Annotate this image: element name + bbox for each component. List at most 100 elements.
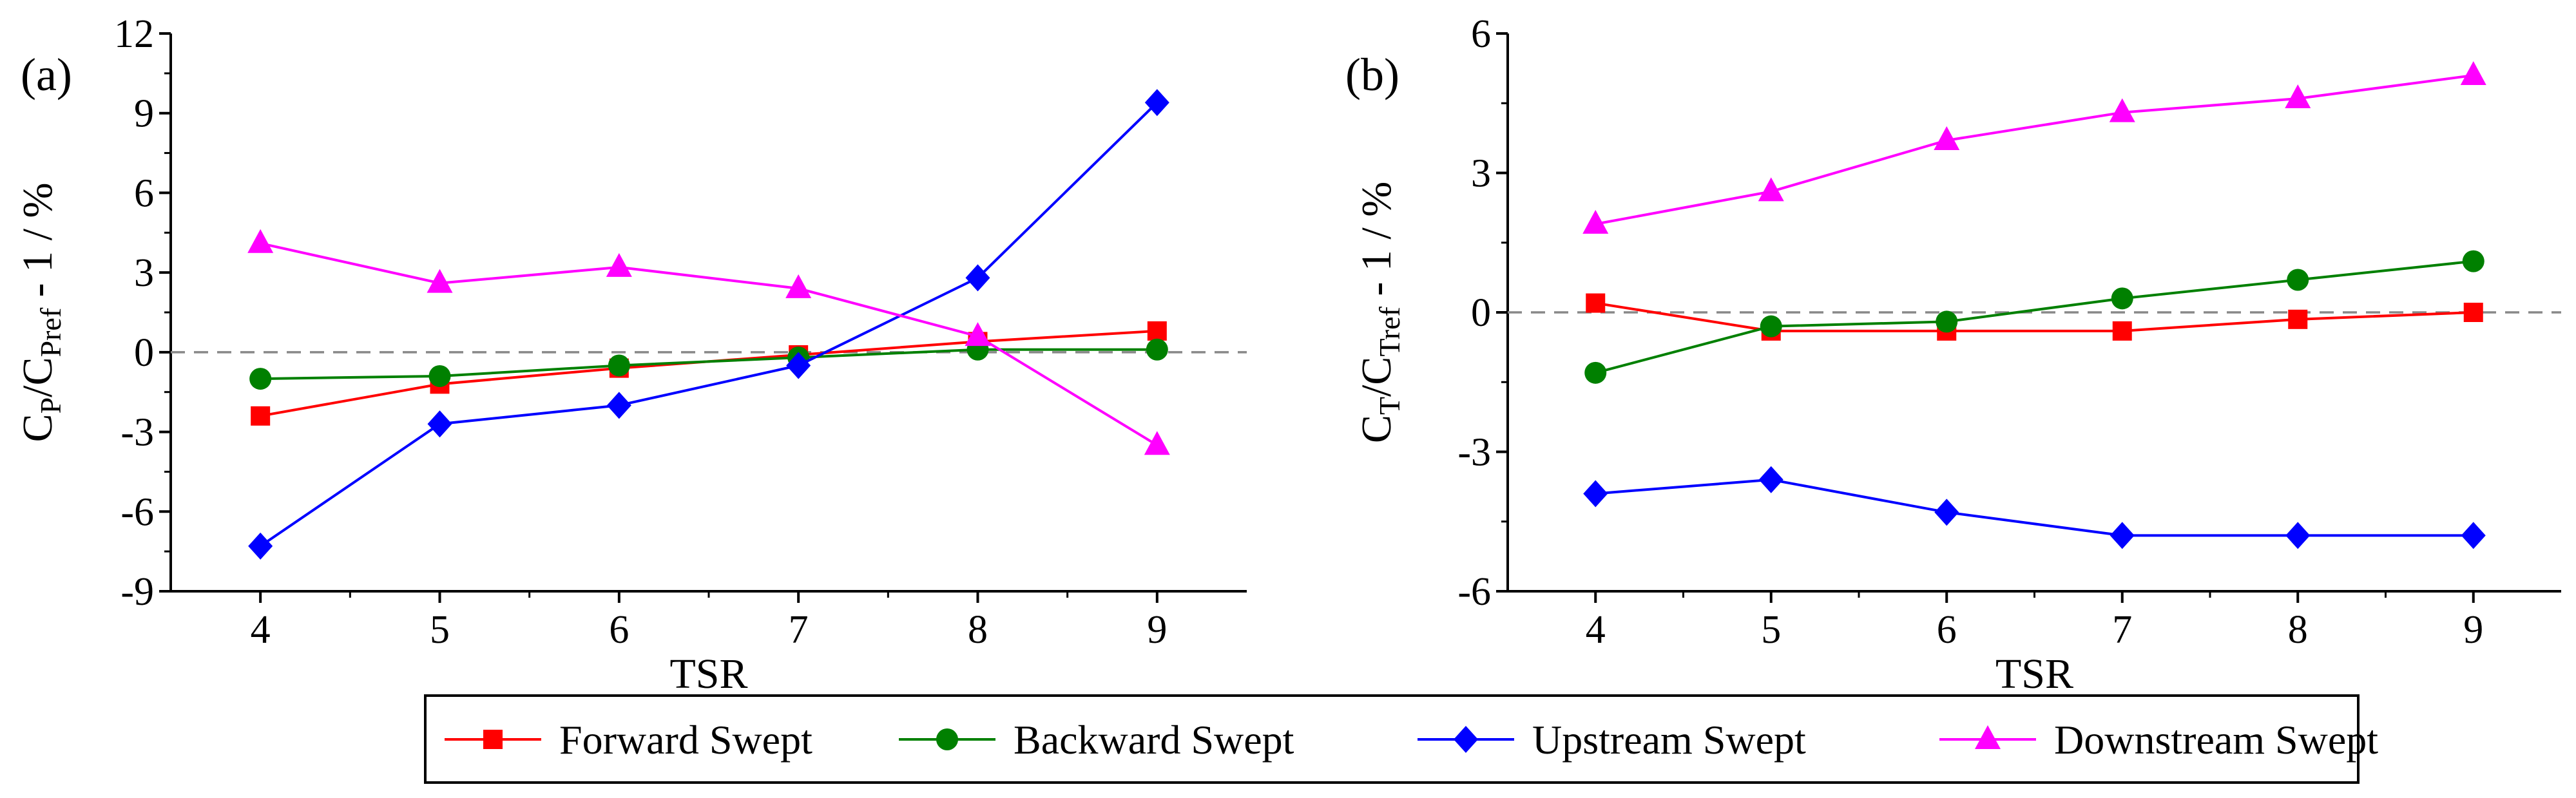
data-point-forward-swept bbox=[1586, 293, 1606, 313]
y-tick-label: 12 bbox=[114, 12, 154, 56]
data-point-downstream-swept bbox=[606, 252, 632, 277]
y-axis-title-part: C bbox=[1353, 415, 1400, 443]
series-line-backward-swept bbox=[1595, 260, 2474, 374]
y-tick-label: -6 bbox=[120, 490, 154, 534]
data-point-backward-swept bbox=[2462, 250, 2485, 272]
data-point-downstream-swept bbox=[427, 269, 453, 293]
series-line-downstream-swept bbox=[1595, 73, 2474, 225]
x-axis-title: TSR bbox=[1995, 651, 2073, 698]
y-tick-label: -3 bbox=[120, 411, 154, 455]
x-tick-label: 4 bbox=[1586, 608, 1606, 652]
series-line-downstream-swept bbox=[260, 242, 1158, 446]
legend-label-upstream-swept: Upstream Swept bbox=[1532, 717, 1806, 763]
y-tick-label: 3 bbox=[134, 251, 154, 295]
data-point-upstream-swept bbox=[2110, 522, 2135, 549]
x-axis-title: TSR bbox=[669, 651, 747, 698]
data-point-backward-swept bbox=[1146, 338, 1168, 361]
data-point-forward-swept bbox=[2112, 321, 2132, 341]
data-point-downstream-swept bbox=[1582, 209, 1609, 234]
y-axis-title: CT/CTref - 1 / % bbox=[1353, 182, 1406, 443]
data-point-backward-swept bbox=[428, 365, 451, 387]
y-axis-title-subscript: Pref bbox=[34, 307, 67, 357]
series-line-forward-swept bbox=[1595, 301, 2474, 332]
x-tick-label: 9 bbox=[1147, 608, 1167, 652]
y-axis-title-part: /C bbox=[1353, 357, 1400, 397]
data-point-upstream-swept bbox=[427, 410, 452, 438]
data-point-backward-swept bbox=[1936, 310, 1958, 333]
y-tick-label: 0 bbox=[134, 331, 154, 375]
data-point-downstream-swept bbox=[2285, 84, 2311, 109]
legend-marker-backward-swept bbox=[936, 728, 958, 750]
y-axis-title-part: C bbox=[14, 413, 61, 442]
data-point-backward-swept bbox=[2111, 287, 2133, 310]
x-tick-label: 6 bbox=[1937, 608, 1957, 652]
data-point-upstream-swept bbox=[1583, 480, 1608, 508]
x-tick-label: 5 bbox=[1761, 608, 1781, 652]
data-point-upstream-swept bbox=[786, 352, 811, 379]
series-line-upstream-swept bbox=[1595, 478, 2474, 537]
series-line-upstream-swept bbox=[260, 101, 1158, 547]
data-point-forward-swept bbox=[1147, 321, 1167, 341]
data-point-backward-swept bbox=[608, 354, 630, 377]
data-point-upstream-swept bbox=[2285, 522, 2311, 549]
data-point-forward-swept bbox=[2288, 309, 2308, 329]
data-point-downstream-swept bbox=[2460, 61, 2486, 85]
y-tick-label: 6 bbox=[1471, 12, 1491, 56]
y-tick-label: 9 bbox=[134, 92, 154, 136]
panel-label: (a) bbox=[21, 49, 72, 100]
x-tick-label: 8 bbox=[2288, 608, 2308, 652]
data-point-backward-swept bbox=[249, 368, 272, 390]
data-point-downstream-swept bbox=[1758, 177, 1784, 202]
y-tick-label: 6 bbox=[134, 171, 154, 215]
y-axis-title-subscript: Tref bbox=[1373, 306, 1406, 356]
data-point-upstream-swept bbox=[1934, 499, 1959, 526]
data-point-upstream-swept bbox=[1144, 89, 1169, 117]
data-point-backward-swept bbox=[2287, 269, 2309, 291]
legend-marker-downstream-swept bbox=[1975, 725, 2001, 749]
data-point-upstream-swept bbox=[965, 264, 990, 292]
y-axis-title-subscript: T bbox=[1373, 397, 1406, 415]
x-tick-label: 7 bbox=[2112, 608, 2132, 652]
panel-label: (b) bbox=[1345, 49, 1399, 100]
series-line-backward-swept bbox=[260, 348, 1157, 381]
data-point-downstream-swept bbox=[965, 322, 991, 347]
y-tick-label: 0 bbox=[1471, 291, 1491, 335]
y-axis-title: CP/CPref - 1 / % bbox=[14, 183, 67, 442]
y-tick-label: -3 bbox=[1457, 431, 1491, 475]
y-tick-label: 3 bbox=[1471, 152, 1491, 196]
legend-label-downstream-swept: Downstream Swept bbox=[2054, 717, 2378, 763]
y-tick-label: -9 bbox=[120, 570, 154, 614]
legend-marker-forward-swept bbox=[483, 730, 503, 749]
y-axis-title-subscript: P bbox=[34, 397, 67, 414]
data-point-upstream-swept bbox=[1758, 466, 1783, 493]
y-tick-label: -6 bbox=[1457, 570, 1491, 614]
legend-marker-upstream-swept bbox=[1454, 726, 1478, 753]
data-point-downstream-swept bbox=[247, 229, 274, 253]
y-axis-title-part: - 1 / % bbox=[14, 183, 61, 308]
data-point-backward-swept bbox=[1584, 361, 1607, 384]
x-tick-label: 7 bbox=[789, 608, 809, 652]
data-point-upstream-swept bbox=[2461, 522, 2486, 549]
legend-label-forward-swept: Forward Swept bbox=[559, 717, 812, 763]
legend: Forward Swept Backward Swept Upstream Swep… bbox=[424, 694, 2378, 784]
panel-b: -6 -3 0 3 6 4 5 6 7 8 9 TSR CT/CTref - 1 / % (b) bbox=[1345, 12, 2561, 698]
data-point-downstream-swept bbox=[1934, 126, 1960, 150]
x-tick-label: 5 bbox=[430, 608, 450, 652]
x-tick-label: 4 bbox=[251, 608, 271, 652]
y-axis-title-part: - 1 / % bbox=[1353, 182, 1400, 307]
series-line-forward-swept bbox=[260, 329, 1157, 417]
data-point-downstream-swept bbox=[785, 274, 812, 298]
x-tick-label: 6 bbox=[609, 608, 629, 652]
panel-a: -9 -6 -3 0 3 6 9 12 4 5 6 7 8 9 TSR CP/CPref - 1 / % (a) bbox=[14, 12, 1247, 698]
data-point-upstream-swept bbox=[606, 392, 631, 419]
y-axis-title-part: /C bbox=[14, 357, 61, 397]
x-tick-label: 9 bbox=[2463, 608, 2483, 652]
data-point-backward-swept bbox=[1760, 315, 1782, 337]
x-tick-label: 8 bbox=[968, 608, 988, 652]
data-point-downstream-swept bbox=[1144, 431, 1170, 455]
data-point-upstream-swept bbox=[248, 532, 273, 560]
data-point-forward-swept bbox=[251, 406, 271, 426]
data-point-downstream-swept bbox=[2109, 98, 2135, 122]
data-point-forward-swept bbox=[2463, 303, 2483, 322]
